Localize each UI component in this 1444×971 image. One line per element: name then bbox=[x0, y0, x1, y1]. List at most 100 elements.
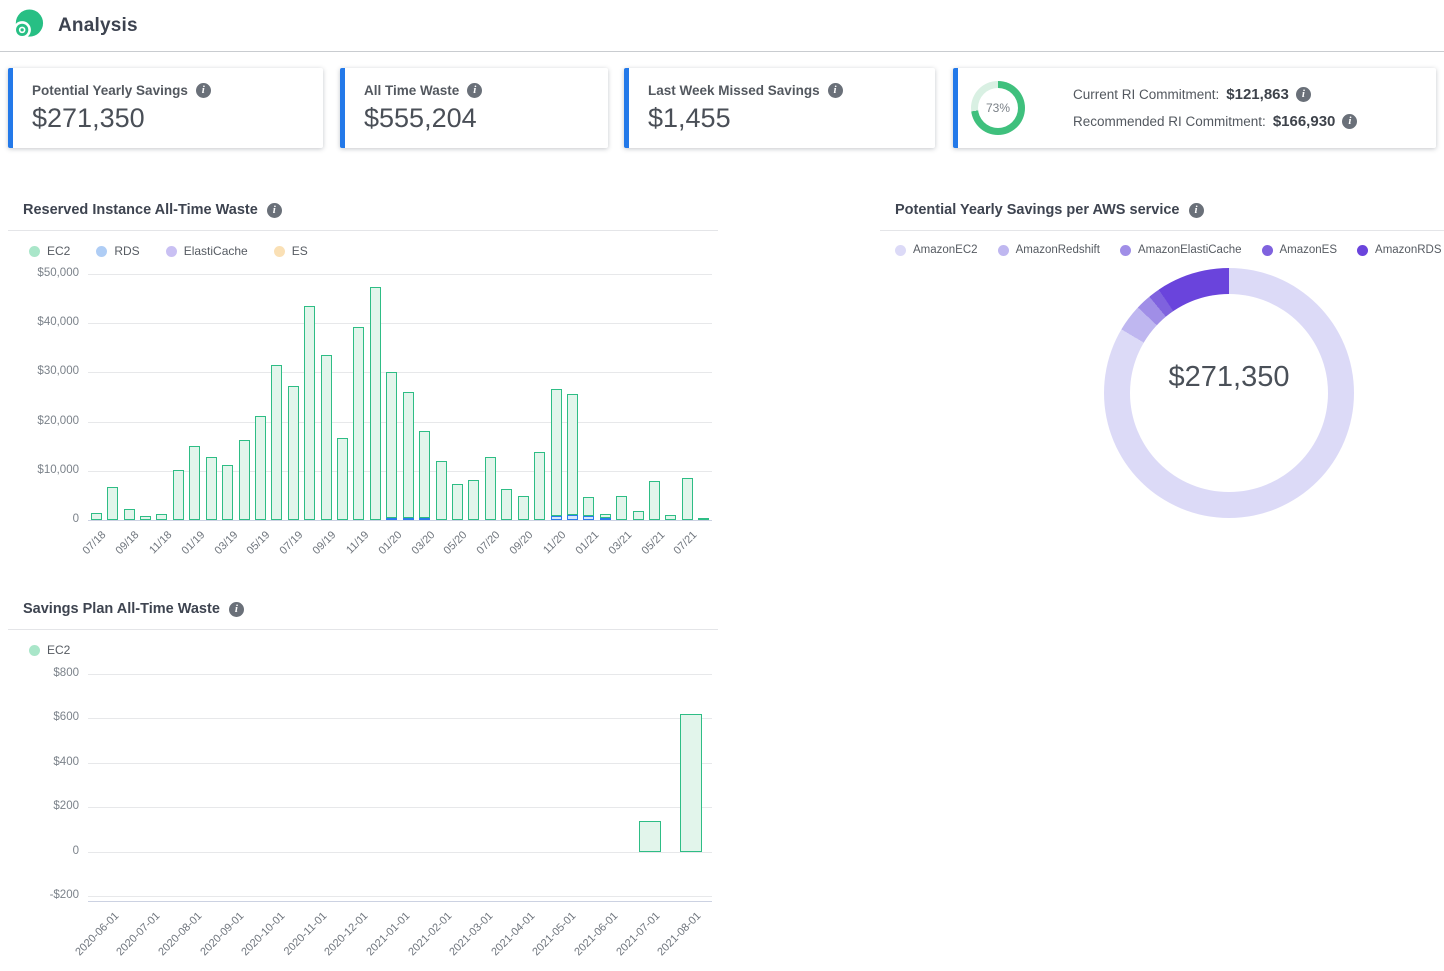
bar-EC2-07/19[interactable] bbox=[287, 386, 299, 520]
bar-EC2-12/18[interactable] bbox=[172, 469, 184, 520]
legend-item-AmazonElastiCache[interactable]: AmazonElastiCache bbox=[1119, 244, 1242, 256]
x-tick-label: 03/21 bbox=[606, 529, 635, 557]
bar-EC2-2021-08-01[interactable] bbox=[680, 713, 703, 852]
x-tick-label: 2020-09-01 bbox=[197, 910, 247, 959]
bar-EC2-11/19[interactable] bbox=[353, 327, 365, 520]
legend-item-AmazonRDS[interactable]: AmazonRDS bbox=[1357, 244, 1442, 256]
bar-EC2-09/20[interactable] bbox=[517, 496, 529, 520]
bar-EC2-07/21[interactable] bbox=[681, 477, 693, 520]
bar-EC2-08/19[interactable] bbox=[304, 306, 316, 520]
legend-dot bbox=[1119, 244, 1131, 256]
bar-EC2-05/21[interactable] bbox=[649, 481, 661, 520]
bar-EC2-10/19[interactable] bbox=[337, 437, 349, 520]
page-header: Analysis bbox=[0, 0, 1444, 52]
legend-label: AmazonElastiCache bbox=[1137, 244, 1242, 256]
bar-EC2-01/20[interactable] bbox=[386, 371, 398, 518]
legend-item-RDS[interactable]: RDS bbox=[96, 244, 140, 258]
bar-EC2-12/19[interactable] bbox=[369, 287, 381, 520]
legend-item-ElastiCache[interactable]: ElastiCache bbox=[165, 244, 248, 258]
bar-EC2-04/20[interactable] bbox=[435, 460, 447, 520]
panel-header: Savings Plan All-Time Waste bbox=[8, 593, 718, 630]
bar-EC2-05/19[interactable] bbox=[254, 415, 266, 520]
kpi-value: $271,350 bbox=[32, 103, 145, 133]
bar-RDS-02/21[interactable] bbox=[599, 517, 611, 520]
info-icon[interactable] bbox=[827, 83, 843, 98]
bar-EC2-04/19[interactable] bbox=[238, 440, 250, 520]
bar-EC2-12/20[interactable] bbox=[566, 393, 578, 516]
bar-RDS-01/21[interactable] bbox=[583, 515, 595, 520]
bar-RDS-02/20[interactable] bbox=[402, 518, 414, 520]
bar-EC2-08/21[interactable] bbox=[698, 518, 710, 520]
bar-RDS-11/20[interactable] bbox=[550, 516, 562, 520]
legend-item-ES[interactable]: ES bbox=[273, 244, 308, 258]
legend-item-AmazonES[interactable]: AmazonES bbox=[1261, 244, 1337, 256]
bar-EC2-06/21[interactable] bbox=[665, 515, 677, 520]
info-icon[interactable] bbox=[467, 83, 483, 98]
bar-EC2-11/20[interactable] bbox=[550, 389, 562, 517]
current-ri-commitment-label: Current RI Commitment: bbox=[1073, 87, 1220, 102]
panel-title: Reserved Instance All-Time Waste bbox=[23, 202, 258, 218]
gridline bbox=[88, 323, 712, 325]
bar-EC2-09/18[interactable] bbox=[123, 508, 135, 520]
bar-EC2-03/20[interactable] bbox=[419, 431, 431, 518]
legend-label: EC2 bbox=[47, 643, 71, 657]
bar-EC2-02/21[interactable] bbox=[599, 514, 611, 518]
savings-donut-chart[interactable]: $271,350 bbox=[1104, 268, 1354, 518]
recommended-ri-commitment-row: Recommended RI Commitment: $166,930 bbox=[1073, 113, 1358, 130]
bar-EC2-01/19[interactable] bbox=[189, 446, 201, 520]
ri-utilization-percent: 73% bbox=[978, 88, 1018, 128]
legend-dot bbox=[273, 245, 285, 257]
donut-center-value: $271,350 bbox=[1168, 360, 1290, 393]
kpi-card-potential-yearly-savings: Potential Yearly Savings $271,350 bbox=[8, 68, 323, 148]
kpi-label: Potential Yearly Savings bbox=[32, 83, 323, 98]
bar-EC2-03/21[interactable] bbox=[616, 496, 628, 520]
current-ri-commitment-row: Current RI Commitment: $121,863 bbox=[1073, 86, 1357, 103]
x-tick-label: 11/18 bbox=[146, 529, 175, 557]
bar-EC2-2021-07-01[interactable] bbox=[638, 820, 661, 852]
bar-EC2-05/20[interactable] bbox=[451, 483, 463, 520]
info-icon[interactable] bbox=[266, 202, 282, 218]
gridline bbox=[88, 421, 712, 423]
bar-EC2-09/19[interactable] bbox=[320, 354, 332, 520]
bar-EC2-06/20[interactable] bbox=[468, 479, 480, 520]
bar-EC2-07/18[interactable] bbox=[90, 512, 102, 520]
x-tick-label: 2021-08-01 bbox=[655, 910, 704, 959]
x-tick-label: 05/19 bbox=[244, 529, 273, 557]
info-icon[interactable] bbox=[1342, 114, 1358, 129]
legend-item-AmazonRedshift[interactable]: AmazonRedshift bbox=[997, 244, 1100, 256]
bar-EC2-10/20[interactable] bbox=[534, 451, 546, 520]
bar-EC2-01/21[interactable] bbox=[583, 496, 595, 516]
info-icon[interactable] bbox=[195, 83, 211, 98]
legend-item-EC2[interactable]: EC2 bbox=[29, 643, 70, 657]
bar-EC2-06/19[interactable] bbox=[271, 364, 283, 520]
bar-EC2-04/21[interactable] bbox=[632, 511, 644, 520]
bar-RDS-01/20[interactable] bbox=[386, 518, 398, 520]
legend-label: RDS bbox=[114, 244, 140, 258]
bar-EC2-02/19[interactable] bbox=[205, 457, 217, 520]
x-tick-label: 03/20 bbox=[409, 529, 438, 557]
recommended-ri-commitment-value: $166,930 bbox=[1272, 113, 1336, 130]
bar-RDS-03/20[interactable] bbox=[419, 518, 431, 520]
kpi-value: $1,455 bbox=[648, 103, 731, 133]
bar-EC2-08/20[interactable] bbox=[501, 489, 513, 520]
legend-item-EC2[interactable]: EC2 bbox=[29, 244, 70, 258]
bar-RDS-12/20[interactable] bbox=[566, 515, 578, 520]
bar-EC2-07/20[interactable] bbox=[484, 456, 496, 520]
x-tick-label: 09/19 bbox=[310, 529, 339, 557]
bar-EC2-10/18[interactable] bbox=[139, 515, 151, 520]
info-icon[interactable] bbox=[1188, 202, 1204, 218]
bar-EC2-03/19[interactable] bbox=[222, 464, 234, 520]
legend-label: AmazonRedshift bbox=[1015, 244, 1100, 256]
x-tick-label: 2020-10-01 bbox=[239, 910, 288, 959]
kpi-label-text: Last Week Missed Savings bbox=[648, 83, 820, 98]
bar-EC2-08/18[interactable] bbox=[107, 486, 119, 520]
info-icon[interactable] bbox=[1295, 87, 1311, 102]
legend-item-AmazonEC2[interactable]: AmazonEC2 bbox=[895, 244, 978, 256]
kpi-label-text: Potential Yearly Savings bbox=[32, 83, 188, 98]
info-icon[interactable] bbox=[228, 601, 244, 617]
gridline bbox=[88, 674, 712, 675]
bar-EC2-02/20[interactable] bbox=[402, 392, 414, 518]
bar-EC2-11/18[interactable] bbox=[156, 514, 168, 520]
legend-dot bbox=[29, 245, 40, 257]
